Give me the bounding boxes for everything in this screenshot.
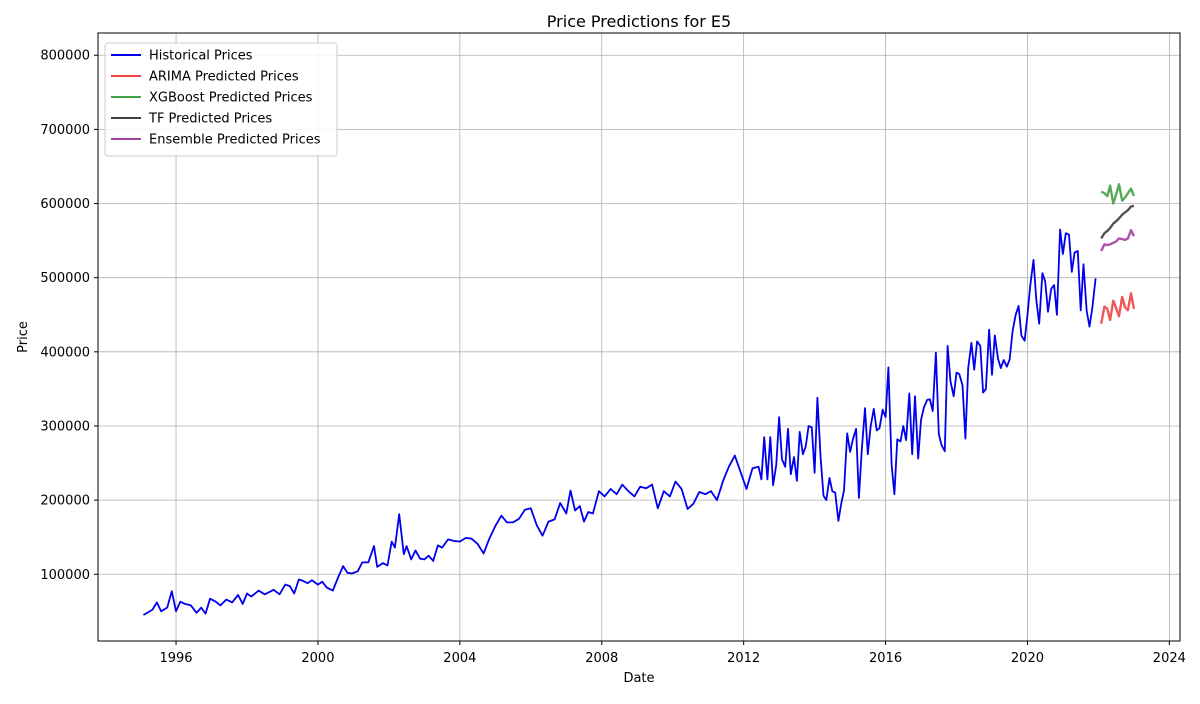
series-line-historical-prices: [142, 228, 1097, 616]
legend-label: ARIMA Predicted Prices: [149, 70, 299, 85]
tick-layer: 1996 2000 2004 2008 2012 2016 2020 2024 100000 20…: [40, 49, 1186, 666]
series-line-tf-predicted-prices: [1100, 204, 1135, 240]
x-axis-label: Date: [623, 671, 654, 686]
series-line-ensemble-predicted-prices: [1100, 229, 1135, 252]
y-tick-label: 800000: [40, 49, 90, 64]
y-tick-label: 100000: [40, 568, 90, 583]
series-line-xgboost-predicted-prices: [1100, 183, 1136, 205]
chart-title: Price Predictions for E5: [547, 12, 731, 31]
legend-label: Ensemble Predicted Prices: [149, 133, 321, 148]
y-axis-label: Price: [16, 321, 31, 353]
x-tick-label: 2020: [1011, 651, 1044, 666]
y-tick-label: 300000: [40, 419, 90, 434]
plot-frame: [97, 32, 1181, 642]
y-tick-label: 500000: [40, 271, 90, 286]
legend: Historical Prices ARIMA Predicted Prices X…: [104, 42, 338, 157]
series-line-arima-predicted-prices: [1100, 292, 1136, 324]
x-tick-label: 1996: [159, 651, 192, 666]
grid-layer: [98, 33, 1180, 641]
y-tick-label: 400000: [40, 345, 90, 360]
legend-label: TF Predicted Prices: [148, 112, 272, 127]
y-tick-label: 700000: [40, 123, 90, 138]
series-layer: [142, 183, 1136, 616]
x-tick-label: 2016: [869, 651, 902, 666]
x-tick-label: 2012: [727, 651, 760, 666]
legend-box: [104, 42, 338, 157]
x-tick-label: 2008: [585, 651, 618, 666]
y-tick-label: 600000: [40, 197, 90, 212]
y-tick-label: 200000: [40, 494, 90, 509]
legend-label: Historical Prices: [149, 49, 253, 64]
x-tick-label: 2000: [301, 651, 334, 666]
x-tick-label: 2024: [1153, 651, 1186, 666]
x-tick-label: 2004: [443, 651, 476, 666]
legend-label: XGBoost Predicted Prices: [149, 91, 313, 106]
